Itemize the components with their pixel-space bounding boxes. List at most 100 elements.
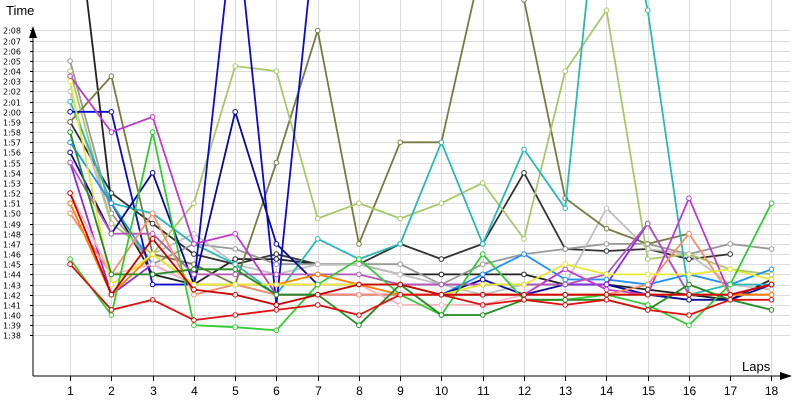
data-point bbox=[479, 180, 486, 186]
x-tick-label: 14 bbox=[600, 384, 614, 398]
data-point bbox=[232, 312, 238, 318]
data-point bbox=[562, 68, 569, 74]
data-point bbox=[273, 302, 280, 308]
data-point bbox=[273, 271, 280, 278]
data-point bbox=[191, 281, 197, 288]
series-line bbox=[69, 131, 772, 327]
x-tick-label: 16 bbox=[683, 384, 697, 398]
data-point bbox=[273, 256, 280, 262]
data-point bbox=[273, 261, 280, 268]
data-point bbox=[686, 195, 692, 201]
data-point bbox=[521, 297, 527, 303]
data-point bbox=[67, 159, 73, 166]
y-tick-label: 1:44 bbox=[3, 271, 21, 280]
data-point bbox=[521, 281, 527, 288]
data-point bbox=[356, 291, 362, 298]
data-point bbox=[356, 322, 362, 329]
data-point bbox=[108, 190, 115, 196]
series-line bbox=[69, 0, 772, 296]
data-point bbox=[686, 312, 692, 318]
series-line bbox=[69, 9, 772, 276]
y-tick-label: 2:03 bbox=[3, 78, 21, 87]
y-tick-label: 2:00 bbox=[3, 109, 21, 118]
y-tick-label: 1:48 bbox=[3, 231, 21, 240]
data-point bbox=[644, 220, 651, 227]
y-tick-label: 2:07 bbox=[3, 38, 21, 47]
y-tick-label: 1:51 bbox=[3, 200, 21, 209]
data-point bbox=[768, 266, 775, 273]
x-tick-label: 3 bbox=[150, 384, 157, 398]
y-tick-label: 1:49 bbox=[3, 221, 21, 230]
data-point bbox=[273, 241, 280, 247]
data-point bbox=[356, 312, 362, 318]
data-point bbox=[191, 322, 197, 329]
y-tick-label: 1:57 bbox=[3, 139, 21, 148]
data-point bbox=[191, 200, 197, 206]
data-point bbox=[438, 312, 445, 318]
data-point bbox=[356, 241, 362, 247]
data-point bbox=[232, 291, 238, 298]
y-tick-label: 1:50 bbox=[3, 210, 21, 219]
data-point bbox=[232, 271, 238, 278]
data-point bbox=[727, 251, 734, 257]
data-point bbox=[521, 236, 527, 242]
x-tick-label: 15 bbox=[642, 384, 656, 398]
y-tick-label: 1:54 bbox=[3, 170, 21, 179]
y-axis-arrow-icon bbox=[29, 26, 37, 38]
data-point bbox=[479, 261, 486, 268]
data-point bbox=[191, 241, 197, 247]
data-point bbox=[686, 271, 692, 278]
horizontal-gridlines bbox=[34, 30, 790, 336]
data-point bbox=[438, 256, 445, 262]
data-point bbox=[397, 302, 404, 308]
data-point bbox=[438, 139, 445, 146]
data-point bbox=[562, 281, 569, 288]
data-point bbox=[108, 281, 115, 288]
data-point bbox=[149, 281, 156, 288]
series-layer bbox=[67, 0, 775, 334]
data-point bbox=[232, 63, 238, 69]
data-point bbox=[603, 281, 610, 288]
data-point bbox=[108, 220, 115, 227]
data-point bbox=[644, 281, 651, 288]
data-point bbox=[727, 281, 734, 288]
data-point bbox=[149, 261, 156, 268]
data-point bbox=[67, 256, 73, 262]
data-point bbox=[521, 251, 527, 257]
y-tick-label: 2:04 bbox=[3, 68, 21, 77]
data-point bbox=[603, 7, 610, 13]
data-point bbox=[603, 225, 610, 232]
y-tick-label: 2:05 bbox=[3, 58, 21, 67]
x-tick-label: 7 bbox=[315, 384, 322, 398]
data-point bbox=[521, 146, 527, 153]
data-point bbox=[644, 256, 651, 262]
series-line bbox=[69, 60, 772, 286]
data-point bbox=[67, 210, 73, 217]
x-axis-arrow-icon bbox=[780, 372, 792, 380]
data-point bbox=[438, 281, 445, 288]
data-point bbox=[149, 230, 156, 237]
data-point bbox=[479, 276, 486, 283]
y-tick-label: 1:56 bbox=[3, 149, 21, 158]
data-point bbox=[149, 129, 156, 135]
data-point bbox=[686, 230, 692, 237]
data-point bbox=[768, 291, 775, 298]
data-point bbox=[644, 7, 651, 13]
data-point bbox=[356, 281, 362, 288]
data-point bbox=[521, 0, 527, 3]
data-point bbox=[314, 215, 321, 222]
data-point bbox=[67, 78, 73, 85]
data-point bbox=[67, 58, 73, 64]
data-point bbox=[727, 241, 734, 247]
x-tick-label: 17 bbox=[724, 384, 738, 398]
data-point bbox=[149, 114, 156, 120]
data-point bbox=[232, 230, 238, 237]
data-point bbox=[603, 248, 610, 254]
data-point bbox=[768, 246, 775, 252]
x-tick-label: 4 bbox=[191, 384, 198, 398]
series-line bbox=[69, 131, 773, 332]
data-point bbox=[521, 291, 527, 298]
data-point bbox=[521, 170, 527, 176]
x-tick-label: 8 bbox=[356, 384, 363, 398]
data-point bbox=[108, 129, 115, 135]
